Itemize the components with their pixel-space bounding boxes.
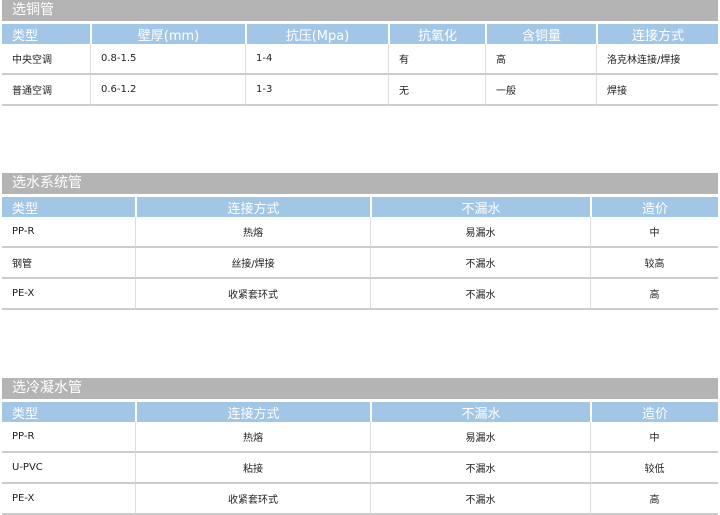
cell: PE-X (2, 279, 135, 310)
cell: 1-3 (245, 75, 388, 106)
header-row: 类型 连接方式 不漏水 造价 (2, 197, 718, 217)
water-section: 选水系统管 类型 连接方式 不漏水 造价 PP-R 热熔 易漏水中 钢管 丝接/焊接不… (2, 173, 718, 310)
header-row: 类型 壁厚(mm) 抗压(Mpa) 抗氧化 含铜量 连接方式 (2, 24, 718, 44)
header-cell: 连接方式 (596, 24, 718, 44)
section-title: 选冷凝水管 (2, 378, 718, 399)
cell: 丝接/焊接 (135, 248, 370, 279)
cell: 粘接 (135, 453, 370, 484)
cell: 不漏水 (370, 453, 590, 484)
copper-section: 选铜管 类型 壁厚(mm) 抗压(Mpa) 抗氧化 含铜量 连接方式 中央空调 … (2, 0, 718, 106)
cell: PP-R (2, 422, 135, 453)
table-row: PE-X 收紧套环式 不漏水高 (2, 484, 718, 515)
header-cell: 不漏水 (370, 402, 590, 422)
table-row: 钢管 丝接/焊接 不漏水 较高 (2, 248, 718, 279)
header-cell: 含铜量 (485, 24, 596, 44)
cell: U-PVC (2, 453, 135, 484)
cell: 有 (388, 44, 485, 75)
cell: 易漏水 (370, 422, 590, 453)
header-cell: 连接方式 (135, 197, 370, 217)
cell: PP-R (2, 217, 135, 248)
cell: 较高 (590, 248, 718, 279)
header-cell: 壁厚(mm) (90, 24, 245, 44)
cell: PE-X (2, 484, 135, 515)
cell: 0.8-1.5 (90, 44, 245, 75)
table-row: PE-X 收紧套环式 不漏水高 (2, 279, 718, 310)
table-row: U-PVC 粘接 不漏水 较低 (2, 453, 718, 484)
cell: 中 (590, 217, 718, 248)
cell: 中 (590, 422, 718, 453)
table-row: PP-R 热熔 易漏水中 (2, 422, 718, 453)
cell: 焊接 (596, 75, 718, 106)
cell: 不漏水 (370, 279, 590, 310)
cell: 钢管 (2, 248, 135, 279)
condensate-section: 选冷凝水管 类型 连接方式 不漏水 造价 PP-R 热熔 易漏水中 U-PVC 粘接不… (2, 378, 718, 515)
section-title: 选铜管 (2, 0, 718, 21)
table-row: 普通空调 0.6-1.2 1-3 无 一般 焊接 (2, 75, 718, 106)
cell: 较低 (590, 453, 718, 484)
cell: 无 (388, 75, 485, 106)
cell: 热熔 (135, 217, 370, 248)
cell: 高 (485, 44, 596, 75)
header-cell: 造价 (590, 197, 718, 217)
header-row: 类型 连接方式 不漏水 造价 (2, 402, 718, 422)
header-cell: 不漏水 (370, 197, 590, 217)
cell: 收紧套环式 (135, 484, 370, 515)
table-row: 中央空调 0.8-1.5 1-4 有 高 洛克林连接/焊接 (2, 44, 718, 75)
cell: 0.6-1.2 (90, 75, 245, 106)
header-cell: 抗压(Mpa) (245, 24, 388, 44)
table-row: PP-R 热熔 易漏水中 (2, 217, 718, 248)
header-cell: 类型 (2, 197, 135, 217)
copper-table: 类型 壁厚(mm) 抗压(Mpa) 抗氧化 含铜量 连接方式 中央空调 0.8-… (2, 24, 718, 106)
section-title: 选水系统管 (2, 173, 718, 194)
cell: 热熔 (135, 422, 370, 453)
cell: 普通空调 (2, 75, 90, 106)
cell: 不漏水 (370, 484, 590, 515)
water-table: 类型 连接方式 不漏水 造价 PP-R 热熔 易漏水中 钢管 丝接/焊接 不漏水 较高 P… (2, 197, 718, 310)
header-cell: 连接方式 (135, 402, 370, 422)
header-cell: 抗氧化 (388, 24, 485, 44)
cell: 中央空调 (2, 44, 90, 75)
cell: 洛克林连接/焊接 (596, 44, 718, 75)
header-cell: 类型 (2, 24, 90, 44)
cell: 一般 (485, 75, 596, 106)
header-cell: 造价 (590, 402, 718, 422)
cell: 不漏水 (370, 248, 590, 279)
cell: 易漏水 (370, 217, 590, 248)
condensate-table: 类型 连接方式 不漏水 造价 PP-R 热熔 易漏水中 U-PVC 粘接 不漏水 较低 P… (2, 402, 718, 515)
cell: 1-4 (245, 44, 388, 75)
cell: 高 (590, 279, 718, 310)
cell: 高 (590, 484, 718, 515)
cell: 收紧套环式 (135, 279, 370, 310)
header-cell: 类型 (2, 402, 135, 422)
